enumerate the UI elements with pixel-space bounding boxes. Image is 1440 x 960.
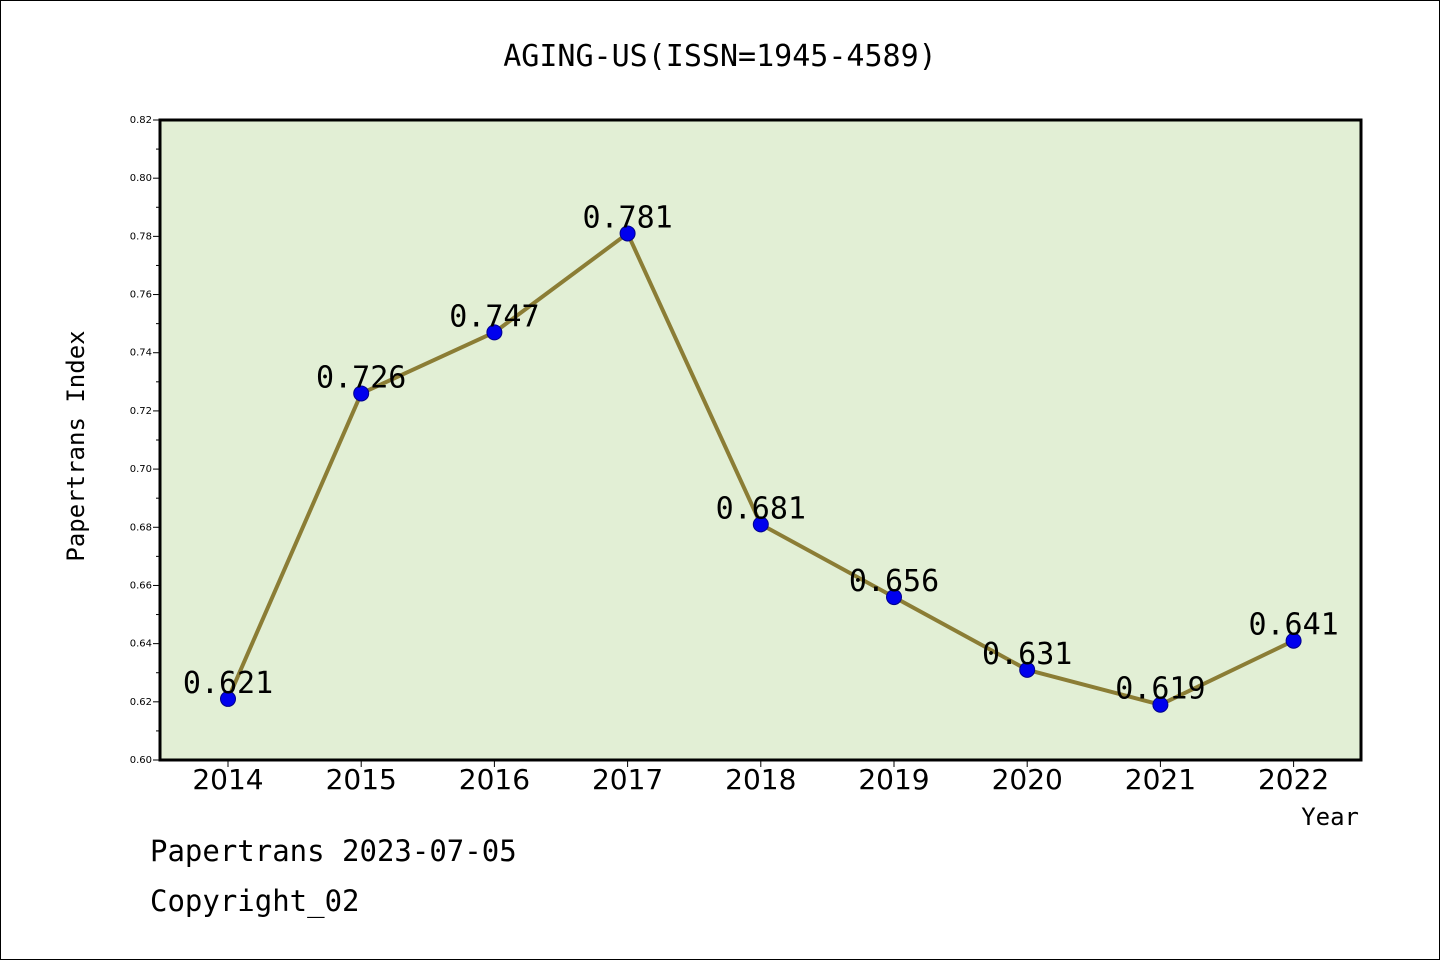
data-label: 0.621 — [183, 666, 273, 701]
data-point — [220, 690, 236, 707]
data-label: 0.681 — [716, 491, 806, 526]
data-points — [220, 225, 1302, 713]
x-tick-label: 2021 — [1125, 763, 1196, 796]
y-tick-label: 0.82 — [130, 115, 152, 126]
footer-copyright: Copyright_02 — [150, 884, 360, 918]
x-tick-label: 2020 — [992, 763, 1063, 796]
x-tick-label: 2017 — [592, 763, 663, 796]
y-tick-label: 0.64 — [130, 639, 152, 650]
axis-ticks: 0.60 0.62 0.64 0.66 0.68 0.70 0.72 0.74 0.76 0.78… — [130, 115, 1329, 796]
data-point — [619, 225, 636, 242]
data-label: 0.781 — [582, 200, 672, 235]
y-tick-label: 0.66 — [130, 580, 152, 591]
y-tick-label: 0.74 — [130, 348, 152, 359]
y-tick-label: 0.70 — [130, 464, 152, 475]
y-axis-label: Papertrans Index — [62, 330, 90, 561]
plot-area — [160, 120, 1361, 760]
y-tick-label: 0.76 — [130, 290, 152, 301]
x-tick-label: 2016 — [459, 763, 530, 796]
y-tick-label: 0.68 — [130, 522, 152, 533]
data-point — [486, 324, 503, 341]
y-tick-label: 0.72 — [130, 406, 152, 417]
data-label: 0.726 — [316, 360, 406, 395]
footer-date: Papertrans 2023-07-05 — [150, 834, 517, 868]
y-tick-label: 0.80 — [130, 173, 152, 184]
y-tick-label: 0.62 — [130, 697, 152, 708]
y-tick-label: 0.78 — [130, 231, 152, 242]
data-label: 0.631 — [982, 637, 1072, 672]
data-label: 0.619 — [1115, 672, 1205, 707]
data-point — [886, 589, 902, 606]
data-point — [1152, 696, 1169, 713]
x-tick-label: 2022 — [1258, 763, 1329, 796]
y-tick-label: 0.60 — [130, 755, 152, 766]
chart-title: AGING-US(ISSN=1945-4589) — [503, 39, 936, 74]
x-tick-label: 2018 — [725, 763, 796, 796]
x-tick-label: 2015 — [326, 763, 397, 796]
data-point — [353, 385, 370, 402]
data-label: 0.747 — [449, 299, 539, 334]
data-label: 0.641 — [1248, 608, 1338, 643]
plot-border — [158, 118, 1363, 762]
x-tick-label: 2019 — [858, 763, 929, 796]
x-tick-label: 2014 — [192, 763, 263, 796]
data-label: 0.656 — [849, 564, 939, 599]
data-point — [1285, 632, 1302, 649]
x-axis-label: Year — [1301, 803, 1359, 831]
data-point — [1019, 661, 1036, 678]
data-point — [752, 516, 769, 533]
data-labels: 0.621 0.726 0.747 0.781 0.681 0.656 0.631 0.619… — [183, 200, 1339, 706]
